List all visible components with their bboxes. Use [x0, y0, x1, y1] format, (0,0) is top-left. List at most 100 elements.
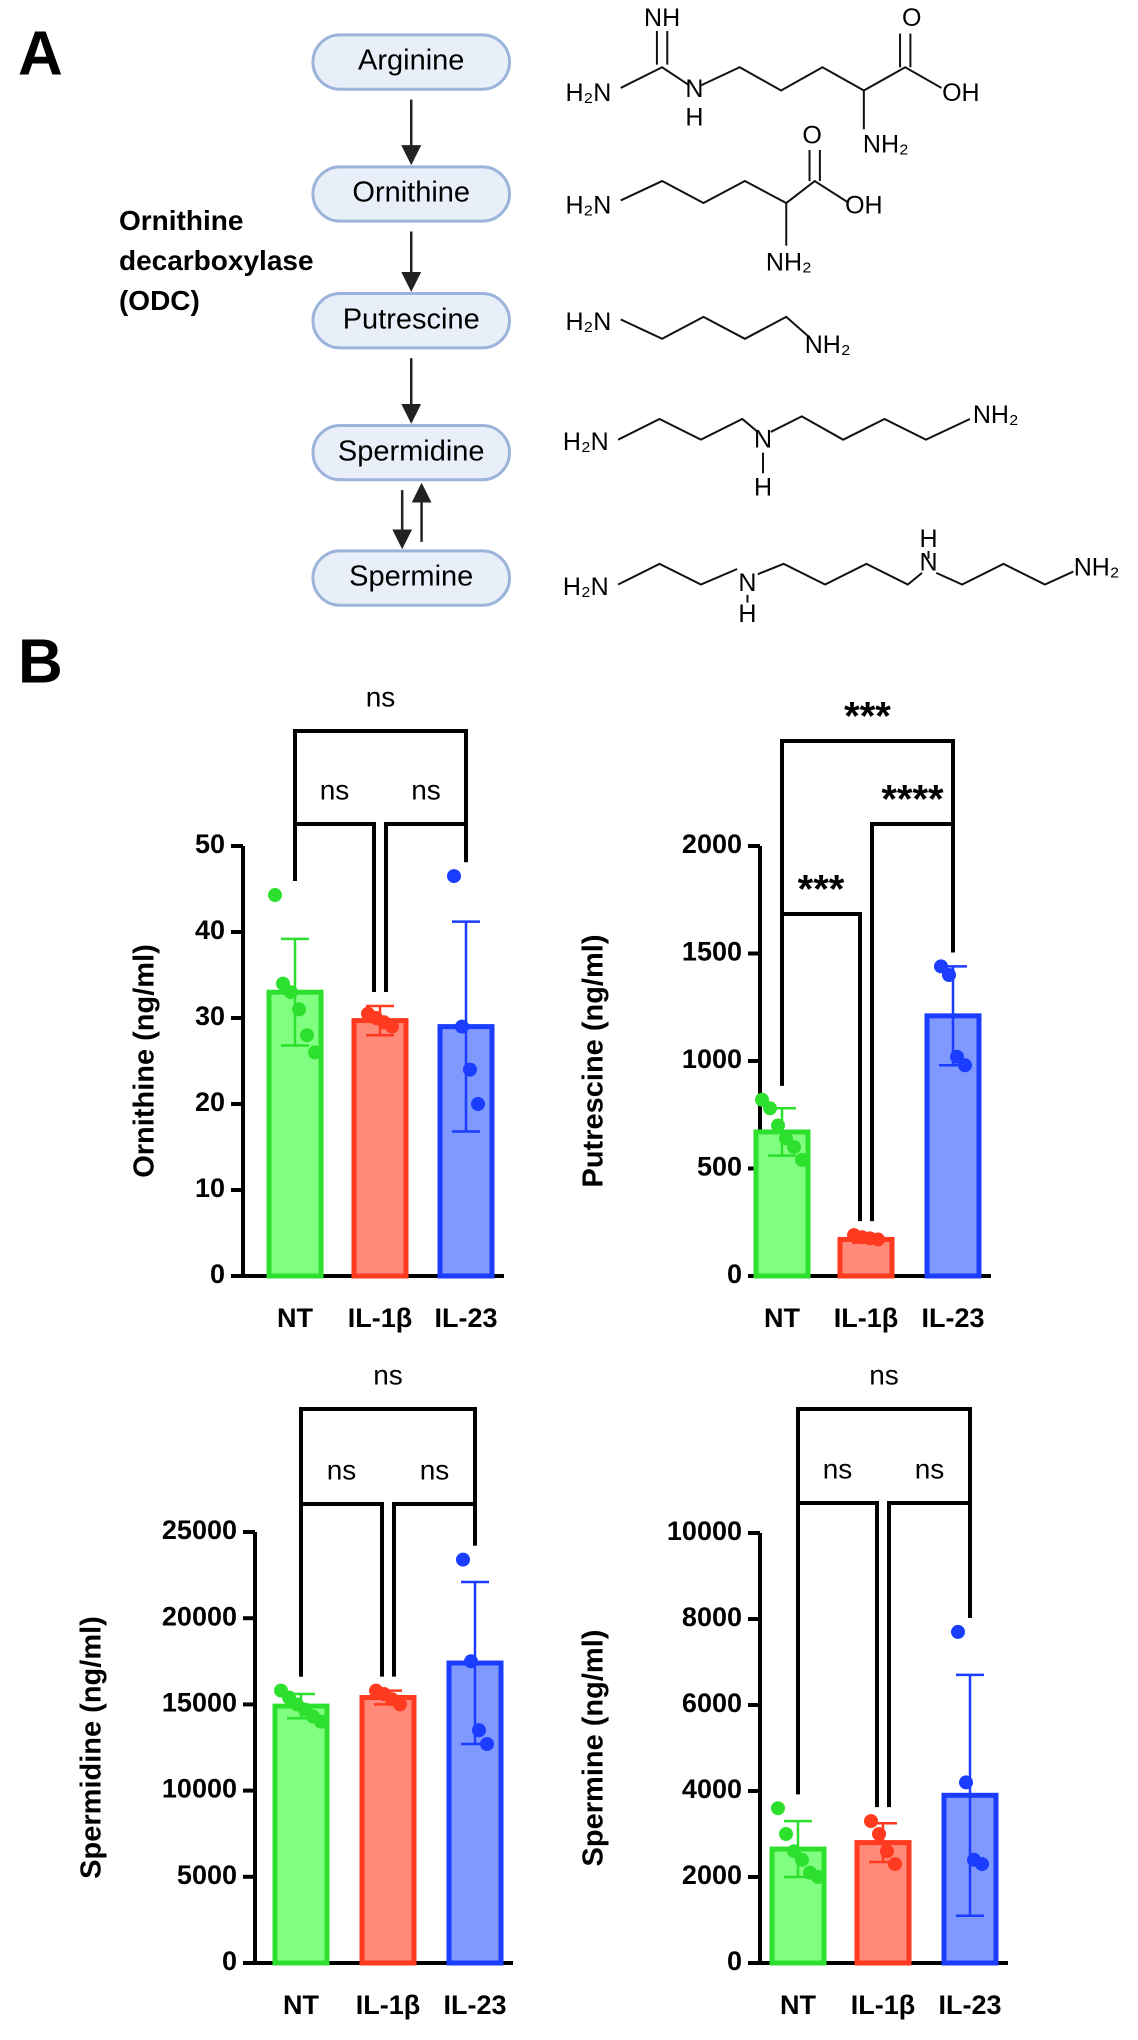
data-point: [787, 1140, 801, 1154]
metabolite-pill: [311, 165, 512, 223]
bar: [351, 1018, 409, 1279]
enzyme-label: decarboxylase: [119, 245, 314, 276]
significance-bracket: [392, 1502, 477, 1677]
x-tick-label: IL-1β: [851, 1990, 915, 2020]
data-point: [958, 1058, 972, 1073]
y-axis-label: Spermidine (ng/ml): [76, 1616, 108, 1879]
bond: [617, 417, 759, 441]
significance-bracket: [796, 1407, 972, 1795]
data-point: [951, 1624, 965, 1639]
y-tick-label: 5000: [177, 1860, 237, 1890]
metabolite-pill: [311, 423, 512, 482]
metabolite-label: Spermine: [349, 561, 473, 593]
metabolite-pill: [311, 292, 512, 350]
atom-label: N: [685, 75, 703, 103]
enzyme-label: Ornithine: [119, 205, 243, 236]
data-point: [811, 1870, 825, 1884]
atom-label: NH: [644, 4, 680, 32]
significance-label: ns: [869, 1359, 899, 1390]
bar: [272, 1703, 330, 1966]
panel-label: A: [18, 19, 63, 88]
bond: [935, 562, 1074, 586]
x-tick-label: IL-1β: [834, 1303, 898, 1333]
y-tick-label: 40: [195, 915, 225, 945]
metabolite-label: Spermidine: [338, 435, 485, 467]
x-tick-label: IL-23: [938, 1990, 1001, 2020]
y-tick-label: 0: [727, 1259, 742, 1289]
y-axis-label: Spermine (ng/ml): [578, 1630, 610, 1867]
data-point: [385, 1019, 399, 1034]
panel-label: B: [18, 627, 63, 696]
bond: [617, 562, 738, 586]
significance-label: ns: [411, 774, 441, 805]
significance-label: ns: [420, 1454, 450, 1485]
x-tick-label: NT: [277, 1303, 313, 1333]
atom-label: NH₂: [805, 331, 851, 359]
y-tick-label: 50: [195, 829, 225, 859]
bond: [620, 66, 690, 89]
data-point: [292, 1002, 306, 1017]
significance-label: ****: [881, 778, 944, 822]
atom-label: O: [802, 122, 821, 150]
x-tick-label: NT: [764, 1303, 800, 1333]
significance-bracket: [887, 1501, 972, 1808]
atom-label: H₂N: [565, 192, 611, 220]
metabolite-pill: [311, 33, 512, 91]
y-tick-label: 4000: [682, 1774, 742, 1804]
x-tick-label: IL-1β: [356, 1990, 420, 2020]
x-tick-label: NT: [780, 1990, 816, 2020]
x-tick-label: IL-23: [921, 1303, 984, 1333]
data-point: [880, 1844, 894, 1859]
data-point: [871, 1232, 885, 1247]
data-point: [771, 1801, 785, 1816]
x-tick-label: IL-1β: [348, 1303, 412, 1333]
atom-label: NH₂: [1074, 554, 1120, 582]
bar: [837, 1236, 895, 1279]
metabolite-label: Putrescine: [343, 303, 480, 335]
data-point: [872, 1827, 886, 1841]
y-tick-label: 20000: [162, 1601, 237, 1631]
y-tick-label: 2000: [682, 829, 742, 859]
significance-label: ***: [798, 868, 845, 912]
y-tick-label: 1000: [682, 1044, 742, 1074]
significance-label: ns: [327, 1454, 357, 1485]
data-point: [314, 1714, 328, 1729]
metabolite-label: Arginine: [358, 45, 464, 77]
significance-bracket: [293, 729, 468, 882]
significance-bracket: [780, 739, 955, 1086]
data-point: [308, 1045, 322, 1060]
atom-label: H₂N: [563, 573, 609, 601]
data-point: [300, 1028, 314, 1043]
data-point: [888, 1857, 902, 1872]
data-point: [864, 1814, 878, 1829]
atom-label: NH₂: [766, 248, 812, 276]
data-point: [471, 1097, 485, 1111]
significance-label: ns: [373, 1359, 403, 1390]
bond: [700, 66, 942, 92]
enzyme-label: (ODC): [119, 285, 200, 316]
data-point: [464, 1654, 478, 1669]
atom-label: H₂N: [563, 428, 609, 456]
y-tick-label: 8000: [682, 1602, 742, 1632]
significance-bracket: [796, 1501, 879, 1808]
y-tick-label: 10000: [667, 1516, 742, 1546]
y-tick-label: 20: [195, 1087, 225, 1117]
atom-label: OH: [942, 79, 980, 107]
significance-label: ns: [320, 774, 350, 805]
significance-label: ns: [366, 681, 396, 712]
y-tick-label: 1500: [682, 937, 742, 967]
data-point: [975, 1857, 989, 1872]
data-point: [480, 1737, 494, 1752]
y-tick-label: 10000: [162, 1774, 237, 1804]
bond: [757, 562, 923, 586]
y-tick-label: 2000: [682, 1860, 742, 1890]
bond: [620, 179, 848, 205]
significance-label: ***: [844, 695, 891, 739]
bar: [359, 1695, 417, 1966]
x-tick-label: NT: [283, 1990, 319, 2020]
atom-label: H: [685, 104, 703, 132]
data-point: [456, 1552, 470, 1567]
data-point: [393, 1697, 407, 1712]
